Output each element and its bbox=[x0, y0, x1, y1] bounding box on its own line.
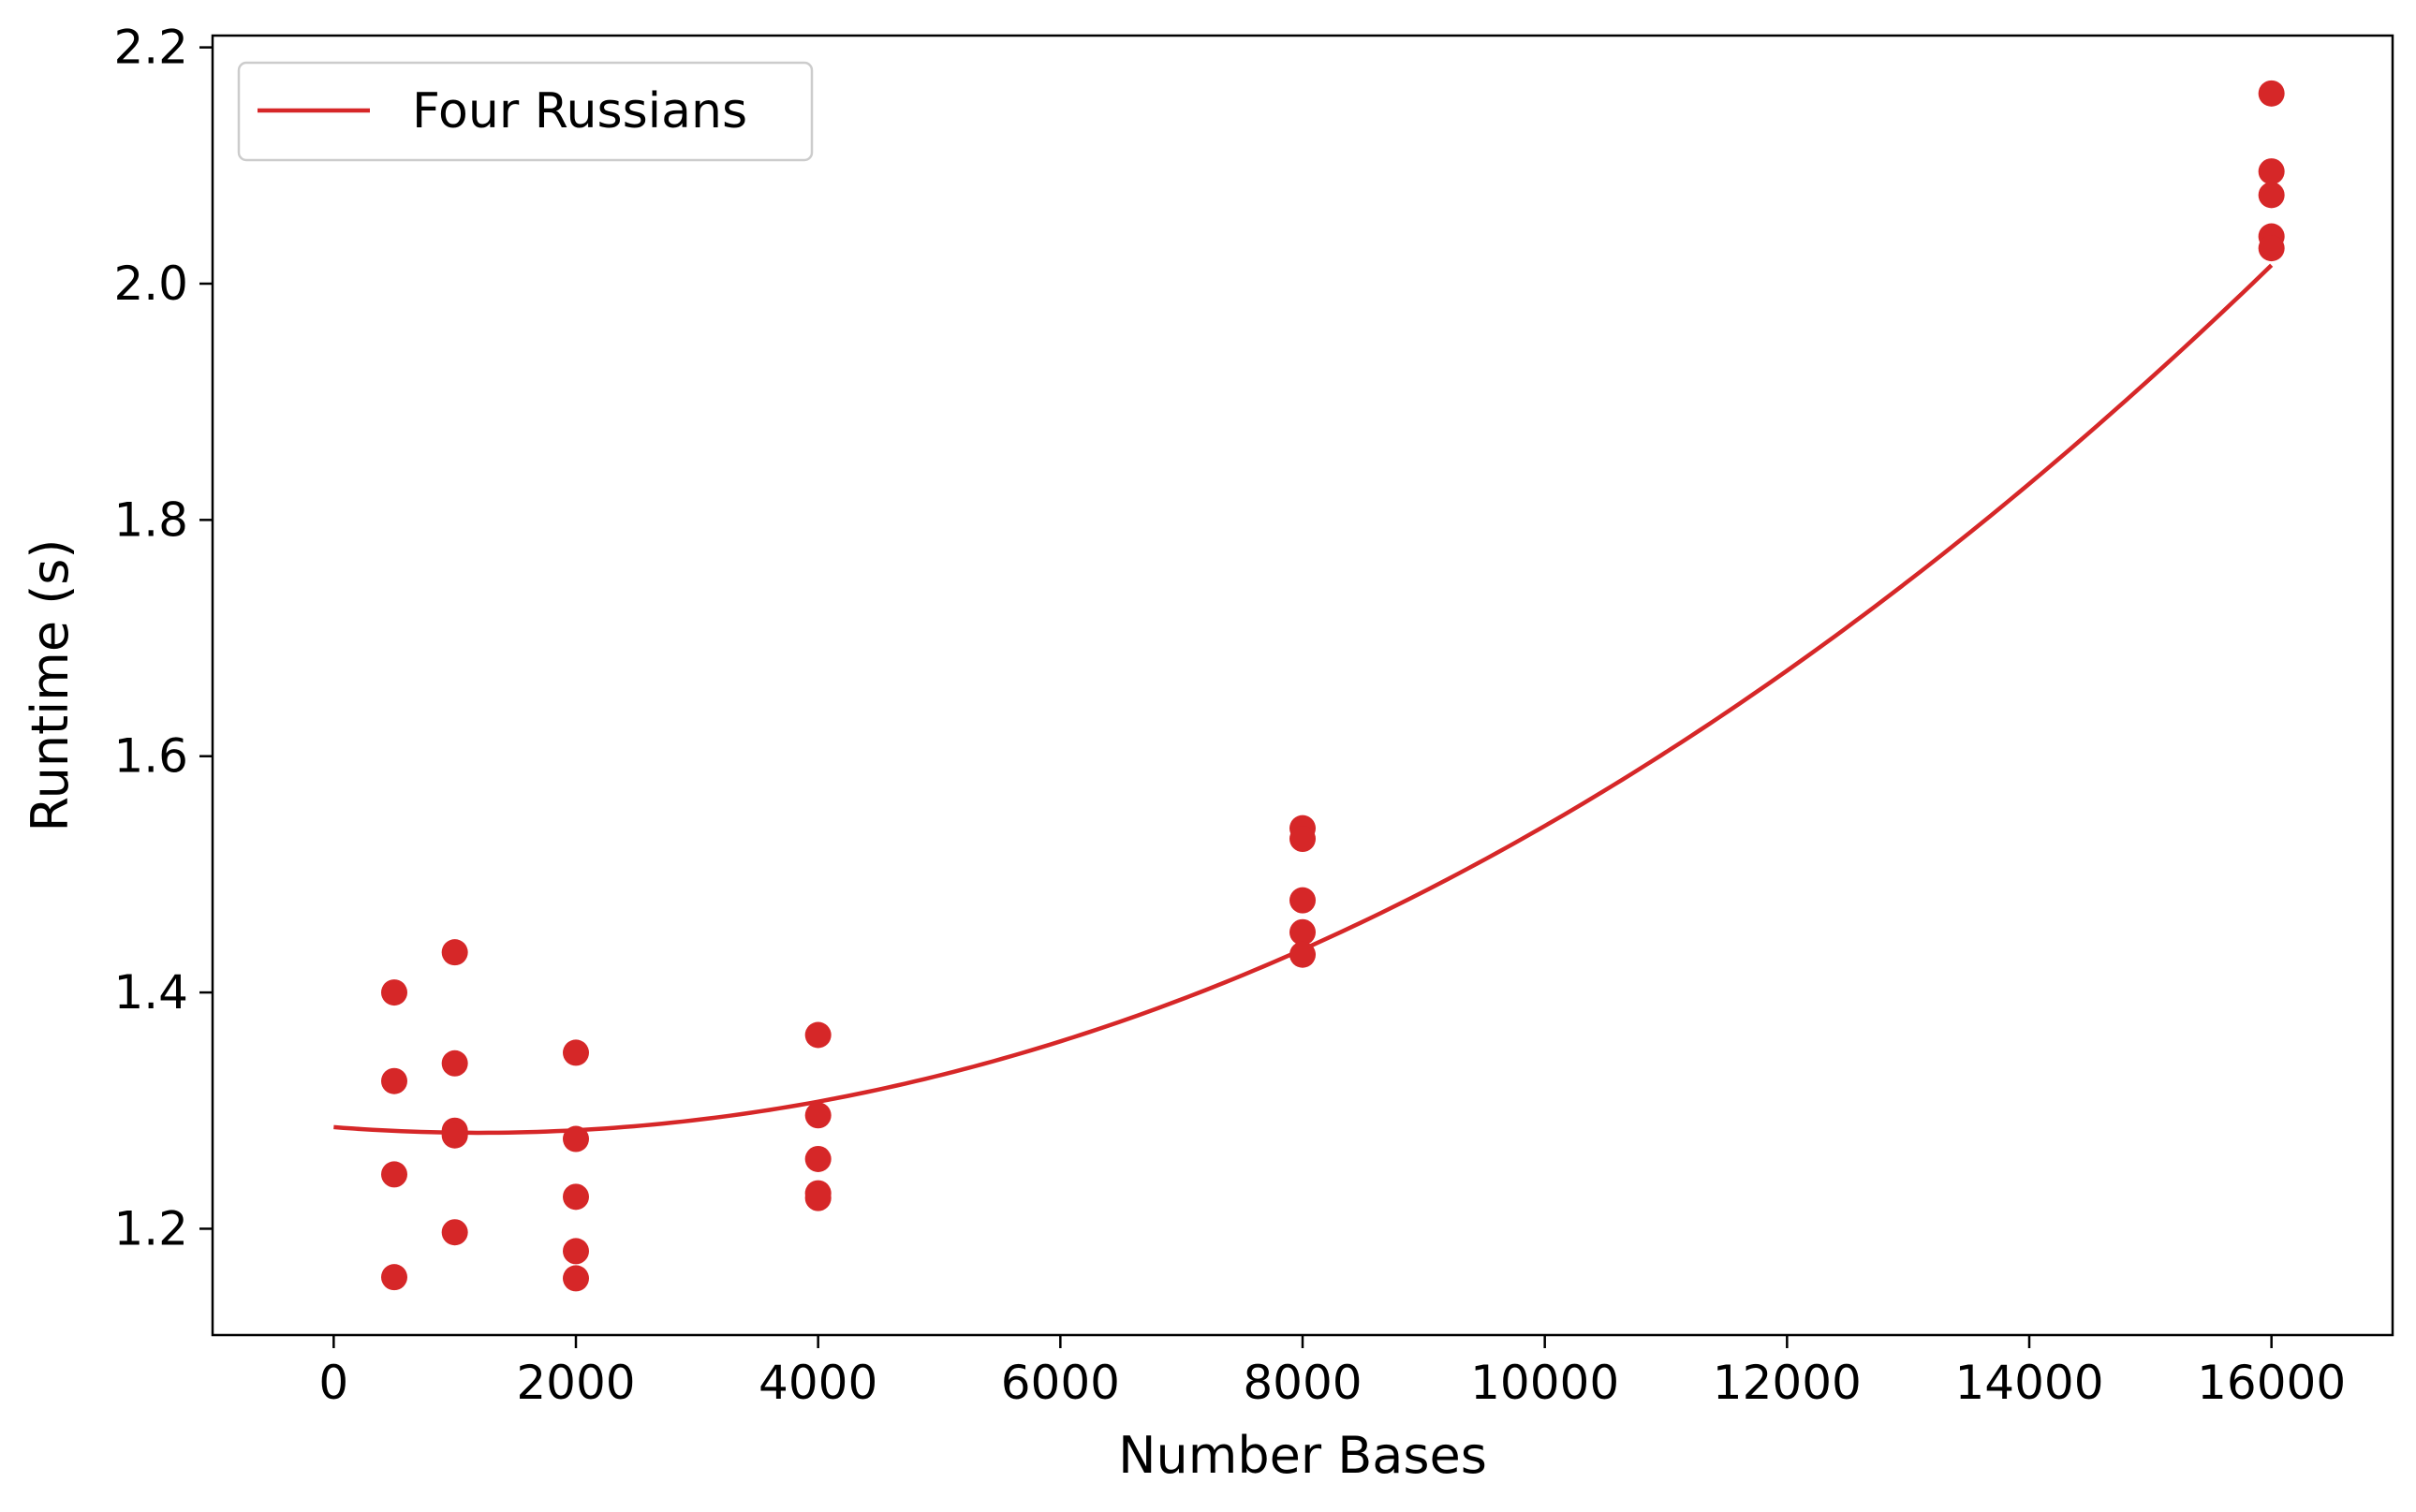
data-point bbox=[563, 1183, 589, 1211]
data-point bbox=[804, 1102, 832, 1129]
data-point bbox=[441, 1122, 468, 1149]
x-tick-label: 2000 bbox=[516, 1356, 635, 1410]
y-tick-label: 1.2 bbox=[113, 1201, 188, 1255]
data-point bbox=[441, 939, 468, 966]
data-point bbox=[441, 1050, 468, 1077]
y-tick-label: 2.2 bbox=[113, 21, 188, 75]
x-tick-label: 0 bbox=[318, 1356, 348, 1410]
data-point bbox=[1289, 918, 1316, 946]
y-tick-label: 1.6 bbox=[113, 729, 188, 784]
data-point bbox=[2258, 182, 2285, 209]
legend-entry-four-russians: Four Russians bbox=[412, 83, 747, 139]
data-point bbox=[563, 1039, 589, 1066]
data-point bbox=[381, 979, 407, 1006]
data-point bbox=[1289, 941, 1316, 968]
x-tick-label: 10000 bbox=[1470, 1356, 1619, 1410]
x-axis-ticks: 0 2000 4000 6000 8000 10000 12000 14000 16000 bbox=[318, 1335, 2346, 1410]
data-point bbox=[2258, 158, 2285, 185]
x-tick-label: 6000 bbox=[1001, 1356, 1120, 1410]
data-point bbox=[381, 1067, 407, 1094]
data-point bbox=[563, 1265, 589, 1292]
x-tick-label: 14000 bbox=[1954, 1356, 2103, 1410]
data-point bbox=[804, 1021, 832, 1049]
x-tick-label: 12000 bbox=[1713, 1356, 1862, 1410]
x-tick-label: 4000 bbox=[759, 1356, 877, 1410]
data-point bbox=[563, 1238, 589, 1265]
data-point bbox=[804, 1145, 832, 1172]
data-point bbox=[563, 1125, 589, 1152]
x-tick-label: 16000 bbox=[2197, 1356, 2346, 1410]
y-axis-ticks: 1.2 1.4 1.6 1.8 2.0 2.2 bbox=[113, 21, 213, 1255]
data-point bbox=[1289, 887, 1316, 914]
data-point bbox=[381, 1264, 407, 1291]
x-tick-label: 8000 bbox=[1243, 1356, 1362, 1410]
data-point bbox=[2258, 80, 2285, 107]
y-axis-label: Runtime (s) bbox=[21, 539, 80, 832]
y-tick-label: 1.8 bbox=[113, 492, 188, 547]
legend-box bbox=[237, 61, 814, 162]
plot-area bbox=[213, 36, 2393, 1335]
y-tick-label: 2.0 bbox=[113, 257, 188, 311]
legend: Four Russians bbox=[237, 61, 814, 162]
points-layer bbox=[381, 80, 2285, 1292]
x-axis-label: Number Bases bbox=[1118, 1426, 1487, 1485]
data-point bbox=[804, 1184, 832, 1211]
data-point bbox=[441, 1219, 468, 1246]
data-point bbox=[1289, 826, 1316, 853]
data-point bbox=[2258, 235, 2285, 262]
y-tick-label: 1.4 bbox=[113, 965, 188, 1020]
data-point bbox=[381, 1161, 407, 1188]
